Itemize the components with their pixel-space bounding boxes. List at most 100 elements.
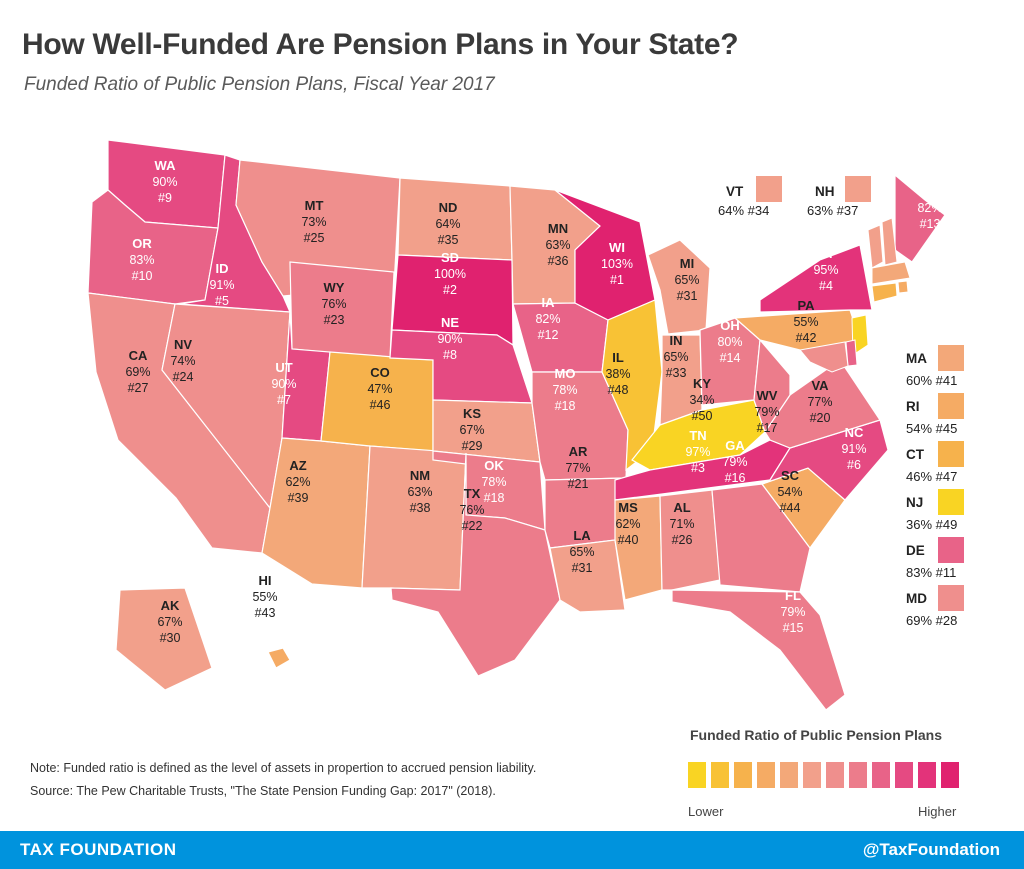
state-abbr: AK: [161, 598, 180, 613]
callout-values: 60% #41: [906, 373, 957, 388]
note-text: Note: Funded ratio is defined as the lev…: [30, 761, 537, 775]
state-rank: #36: [548, 254, 569, 268]
callout-swatch: [938, 393, 964, 419]
state-label-nc: NC 91% #6: [841, 425, 866, 472]
callout-swatch: [938, 489, 964, 515]
state-label-in: IN 65% #33: [663, 333, 688, 380]
state-label-wa: WA 90% #9: [152, 158, 177, 205]
state-label-mi: MI 65% #31: [674, 256, 699, 303]
state-label-me: ME 82% #13: [917, 184, 942, 231]
state-abbr: NE: [441, 315, 459, 330]
state-rank: #31: [677, 289, 698, 303]
state-ratio: 64%: [435, 217, 460, 231]
state-la: [549, 539, 626, 613]
state-rank: #6: [847, 458, 861, 472]
state-md: [799, 341, 849, 373]
state-label-co: CO 47% #46: [367, 365, 392, 412]
callout-abbr: CT: [906, 447, 925, 462]
state-label-al: AL 71% #26: [669, 500, 694, 547]
callout-ct: CT 46% #47: [906, 441, 964, 484]
state-abbr: WA: [155, 158, 177, 173]
state-rank: #7: [277, 393, 291, 407]
state-rank: #33: [666, 366, 687, 380]
state-abbr: CA: [129, 348, 148, 363]
state-label-oh: OH 80% #14: [717, 318, 742, 365]
state-label-mt: MT 73% #25: [301, 198, 326, 245]
state-ratio: 83%: [129, 253, 154, 267]
state-abbr: KY: [693, 376, 711, 391]
state-ratio: 91%: [209, 278, 234, 292]
state-ratio: 55%: [793, 315, 818, 329]
state-abbr: MN: [548, 221, 568, 236]
state-abbr: KS: [463, 406, 481, 421]
state-ct: [871, 282, 898, 303]
callout-values: 83% #11: [906, 565, 956, 580]
state-ratio: 82%: [535, 312, 560, 326]
state-label-ky: KY 34% #50: [689, 376, 714, 423]
state-rank: #48: [608, 383, 629, 397]
state-abbr: UT: [275, 360, 292, 375]
state-abbr: NY: [817, 246, 835, 261]
state-rank: #1: [610, 273, 624, 287]
state-abbr: TN: [689, 428, 706, 443]
state-rank: #9: [158, 191, 172, 205]
legend-swatch: [711, 762, 729, 788]
state-rank: #25: [304, 231, 325, 245]
callout-ma: MA 60% #41: [906, 345, 964, 388]
state-rank: #23: [324, 313, 345, 327]
state-wi: [554, 189, 656, 321]
state-vt: [867, 224, 884, 269]
state-label-nm: NM 63% #38: [407, 468, 432, 515]
callout-swatch: [938, 585, 964, 611]
state-rank: #27: [128, 381, 149, 395]
state-ratio: 76%: [459, 503, 484, 517]
state-label-ok: OK 78% #18: [481, 458, 506, 505]
state-ratio: 63%: [407, 485, 432, 499]
state-abbr: NV: [174, 337, 192, 352]
state-ratio: 54%: [777, 485, 802, 499]
state-abbr: WI: [609, 240, 625, 255]
state-label-ia: IA 82% #12: [535, 295, 560, 342]
state-ratio: 38%: [605, 367, 630, 381]
state-label-ar: AR 77% #21: [565, 444, 590, 491]
legend-swatch: [780, 762, 798, 788]
state-label-pa: PA 55% #42: [793, 298, 818, 345]
callout-values: 63% #37: [807, 203, 858, 218]
state-rank: #26: [672, 533, 693, 547]
footer-bar: TAX FOUNDATION @TaxFoundation: [0, 831, 1024, 869]
state-me: [894, 173, 946, 263]
state-label-nd: ND 64% #35: [435, 200, 460, 247]
state-abbr: SD: [441, 250, 459, 265]
callout-vt: VT 64% #34: [718, 176, 782, 218]
state-ma: [871, 261, 911, 285]
state-abbr: OH: [720, 318, 740, 333]
state-ratio: 79%: [780, 605, 805, 619]
state-label-ca: CA 69% #27: [125, 348, 150, 395]
state-label-tx: TX 76% #22: [459, 486, 484, 533]
callout-swatch: [938, 441, 964, 467]
state-label-wy: WY 76% #23: [321, 280, 346, 327]
callout-abbr: RI: [906, 399, 920, 414]
state-ratio: 77%: [565, 461, 590, 475]
state-az: [261, 437, 371, 589]
state-rank: #35: [438, 233, 459, 247]
state-label-ny: NY 95% #4: [813, 246, 838, 293]
state-rank: #4: [819, 279, 833, 293]
state-abbr: VA: [811, 378, 829, 393]
state-ny: [759, 244, 873, 313]
callout-ri: RI 54% #45: [906, 393, 964, 436]
callout-abbr: MA: [906, 351, 927, 366]
callout-nh: NH 63% #37: [807, 176, 871, 218]
state-abbr: MT: [305, 198, 324, 213]
state-abbr: WV: [757, 388, 778, 403]
callout-abbr: MD: [906, 591, 927, 606]
footer-brand: TAX FOUNDATION: [20, 840, 177, 859]
state-ratio: 79%: [754, 405, 779, 419]
state-abbr: HI: [259, 573, 272, 588]
legend-swatch: [849, 762, 867, 788]
state-ratio: 90%: [152, 175, 177, 189]
state-abbr: CO: [370, 365, 390, 380]
state-ratio: 47%: [367, 382, 392, 396]
state-rank: #38: [410, 501, 431, 515]
state-label-ak: AK 67% #30: [157, 598, 182, 645]
